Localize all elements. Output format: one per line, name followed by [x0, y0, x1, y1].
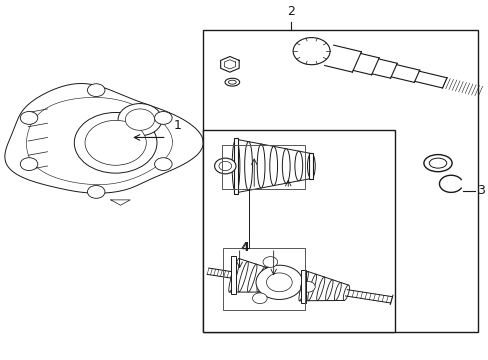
Circle shape — [20, 158, 38, 171]
Circle shape — [300, 282, 315, 292]
Text: 4: 4 — [240, 241, 248, 254]
Ellipse shape — [294, 151, 302, 181]
Ellipse shape — [228, 80, 236, 84]
Ellipse shape — [316, 277, 324, 301]
Bar — [221, 145, 305, 189]
Circle shape — [266, 273, 292, 292]
Circle shape — [219, 161, 231, 171]
Circle shape — [20, 112, 38, 124]
Circle shape — [252, 293, 266, 303]
Circle shape — [74, 112, 157, 173]
Ellipse shape — [257, 144, 264, 188]
Circle shape — [154, 112, 172, 124]
Ellipse shape — [232, 139, 240, 193]
Ellipse shape — [343, 285, 349, 301]
Ellipse shape — [266, 270, 274, 292]
Ellipse shape — [307, 274, 316, 301]
Ellipse shape — [428, 158, 446, 168]
Text: 2: 2 — [286, 5, 294, 18]
Circle shape — [125, 109, 154, 130]
Bar — [233, 138, 238, 194]
Bar — [203, 130, 394, 332]
Bar — [309, 153, 313, 179]
Ellipse shape — [238, 261, 248, 292]
Ellipse shape — [334, 282, 341, 301]
Circle shape — [87, 185, 105, 198]
Ellipse shape — [275, 273, 283, 292]
Text: 3: 3 — [476, 184, 484, 198]
Ellipse shape — [244, 141, 252, 190]
Circle shape — [256, 265, 302, 300]
Ellipse shape — [269, 147, 277, 186]
Ellipse shape — [325, 280, 332, 301]
Ellipse shape — [228, 258, 239, 292]
Bar — [222, 248, 305, 310]
Circle shape — [263, 257, 277, 267]
Circle shape — [87, 84, 105, 96]
Ellipse shape — [256, 267, 265, 292]
Circle shape — [214, 158, 236, 174]
Ellipse shape — [307, 153, 315, 179]
Circle shape — [292, 37, 329, 65]
Text: 1: 1 — [174, 119, 182, 132]
Text: 4: 4 — [241, 241, 249, 254]
Circle shape — [154, 158, 172, 171]
Circle shape — [85, 120, 146, 165]
Ellipse shape — [298, 271, 308, 301]
Bar — [203, 31, 477, 332]
Ellipse shape — [282, 149, 289, 183]
Ellipse shape — [224, 78, 239, 86]
Ellipse shape — [423, 154, 451, 172]
Circle shape — [118, 104, 162, 136]
Bar — [301, 270, 305, 303]
Ellipse shape — [247, 264, 256, 292]
Bar — [231, 256, 236, 294]
